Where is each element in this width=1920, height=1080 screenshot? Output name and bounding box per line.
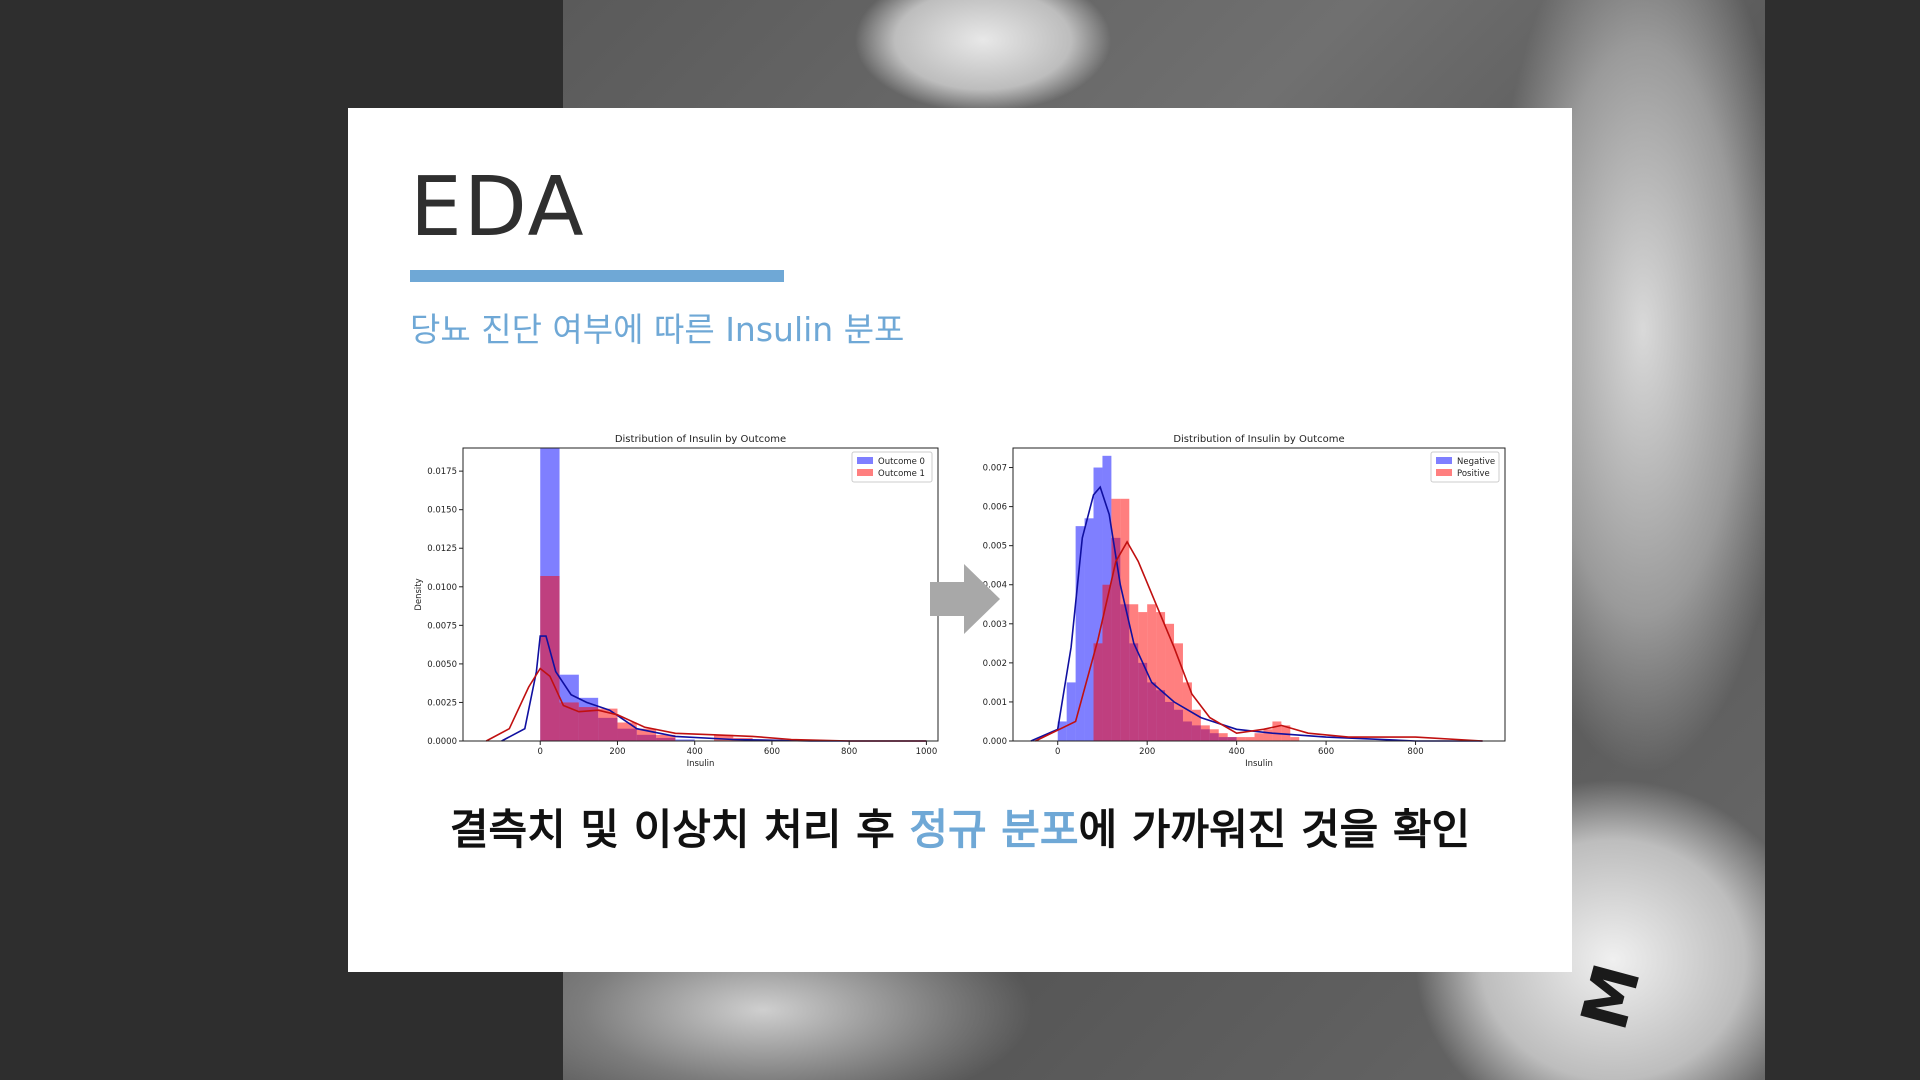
y-tick-label: 0.002 [983, 659, 1007, 669]
slide-card: EDA 당뇨 진단 여부에 따른 Insulin 분포 0 200 400 600 80… [348, 108, 1572, 972]
x-tick-label: 200 [1139, 747, 1155, 757]
bar-b [598, 708, 618, 741]
chart-title: Distribution of Insulin by Outcome [1173, 434, 1344, 445]
kde-line-b [1035, 540, 1483, 742]
x-tick-label: 600 [1318, 747, 1334, 757]
bar-b [1129, 604, 1139, 741]
bar-b [1227, 737, 1237, 741]
bar-a [675, 739, 695, 741]
legend-swatch [857, 469, 873, 476]
y-tick-label: 0.0025 [427, 698, 457, 708]
legend-swatch [857, 457, 873, 464]
bar-b [1120, 498, 1130, 741]
slide-title: EDA [410, 160, 586, 255]
bar-a [1084, 518, 1094, 741]
bar-b [578, 707, 599, 741]
bar-b [1281, 725, 1291, 741]
y-tick-label: 0.001 [983, 698, 1007, 708]
legend-swatch [1436, 469, 1452, 476]
x-tick-label: 200 [609, 747, 625, 757]
title-underline [410, 270, 784, 282]
legend-swatch [1436, 457, 1452, 464]
bar-a [1066, 682, 1076, 741]
bar-b [1093, 643, 1103, 741]
y-tick-label: 0.0000 [427, 737, 457, 747]
bar-b [1191, 709, 1201, 741]
legend-label: Outcome 0 [878, 457, 925, 467]
kde-line-a [1030, 485, 1483, 742]
bar-a [1093, 467, 1103, 741]
x-tick-label: 800 [1407, 747, 1423, 757]
legend-label: Positive [1457, 469, 1490, 479]
caption-text-before: 결측치 및 이상치 처리 후 [449, 805, 910, 854]
plot-frame [1012, 447, 1506, 742]
legend-label: Outcome 1 [878, 469, 925, 479]
bar-a [1057, 721, 1067, 741]
bar-b [1218, 733, 1228, 741]
slide-caption: 결측치 및 이상치 처리 후 정규 분포에 가까워진 것을 확인 [348, 796, 1572, 857]
bar-b [1272, 721, 1282, 741]
caption-text-after: 에 가까워진 것을 확인 [1078, 805, 1471, 854]
bar-b [1174, 643, 1183, 741]
bar-b [1182, 682, 1192, 741]
bar-b [617, 722, 637, 741]
kde-line-b [485, 667, 927, 742]
bar-b [1156, 612, 1166, 741]
bar-b [1165, 623, 1175, 741]
y-tick-label: 0.0100 [427, 583, 457, 593]
chart-title: Distribution of Insulin by Outcome [615, 434, 786, 445]
y-tick-label: 0.0150 [427, 506, 457, 516]
bar-b [656, 734, 676, 741]
y-tick-label: 0.0075 [427, 621, 457, 631]
chart-right: 0 200 400 600 800 0.000 0.001 0.002 0.003 0.004 0.… [983, 434, 1506, 769]
caption-highlight: 정규 분포 [909, 805, 1079, 854]
x-tick-label: 1000 [916, 747, 938, 757]
slide-subtitle: 당뇨 진단 여부에 따른 Insulin 분포 [410, 310, 905, 349]
x-axis-label: Insulin [1245, 759, 1273, 769]
x-tick-label: 600 [764, 747, 780, 757]
bar-b [1290, 737, 1300, 741]
x-tick-label: 400 [1229, 747, 1245, 757]
bar-b [1254, 733, 1264, 741]
y-tick-label: 0.005 [983, 542, 1007, 552]
y-axis-label: Density [414, 578, 424, 610]
bar-b [1263, 729, 1273, 741]
y-tick-label: 0.0050 [427, 660, 457, 670]
x-axis-label: Insulin [687, 759, 715, 769]
bar-b [1245, 737, 1255, 741]
bar-b [1236, 737, 1246, 741]
y-tick-label: 0.006 [983, 503, 1007, 513]
arrow-right-icon [930, 564, 1000, 634]
y-tick-label: 0.007 [983, 464, 1007, 474]
y-tick-label: 0.003 [983, 620, 1007, 630]
y-tick-label: 0.000 [983, 737, 1007, 747]
bar-b [1200, 725, 1210, 741]
y-tick-label: 0.0125 [427, 544, 457, 554]
x-tick-label: 400 [687, 747, 703, 757]
bar-b [1138, 612, 1148, 741]
y-tick-label: 0.0175 [427, 467, 457, 477]
bar-b [1147, 604, 1157, 741]
x-tick-label: 800 [841, 747, 857, 757]
y-tick-label: 0.004 [983, 581, 1007, 591]
bar-a [1075, 526, 1085, 741]
bar-b [714, 734, 734, 741]
bar-b [1111, 498, 1121, 741]
bar-b [540, 575, 560, 741]
kde-line-a [501, 635, 927, 742]
legend-label: Negative [1457, 457, 1495, 467]
x-tick-label: 0 [538, 747, 543, 757]
x-tick-label: 0 [1055, 747, 1060, 757]
bar-b [559, 702, 579, 741]
chart-left: 0 200 400 600 800 1000 0.0000 0.0025 0.0050 0.007… [414, 434, 939, 769]
bar-b [1209, 729, 1219, 741]
bar-b [1102, 584, 1112, 741]
